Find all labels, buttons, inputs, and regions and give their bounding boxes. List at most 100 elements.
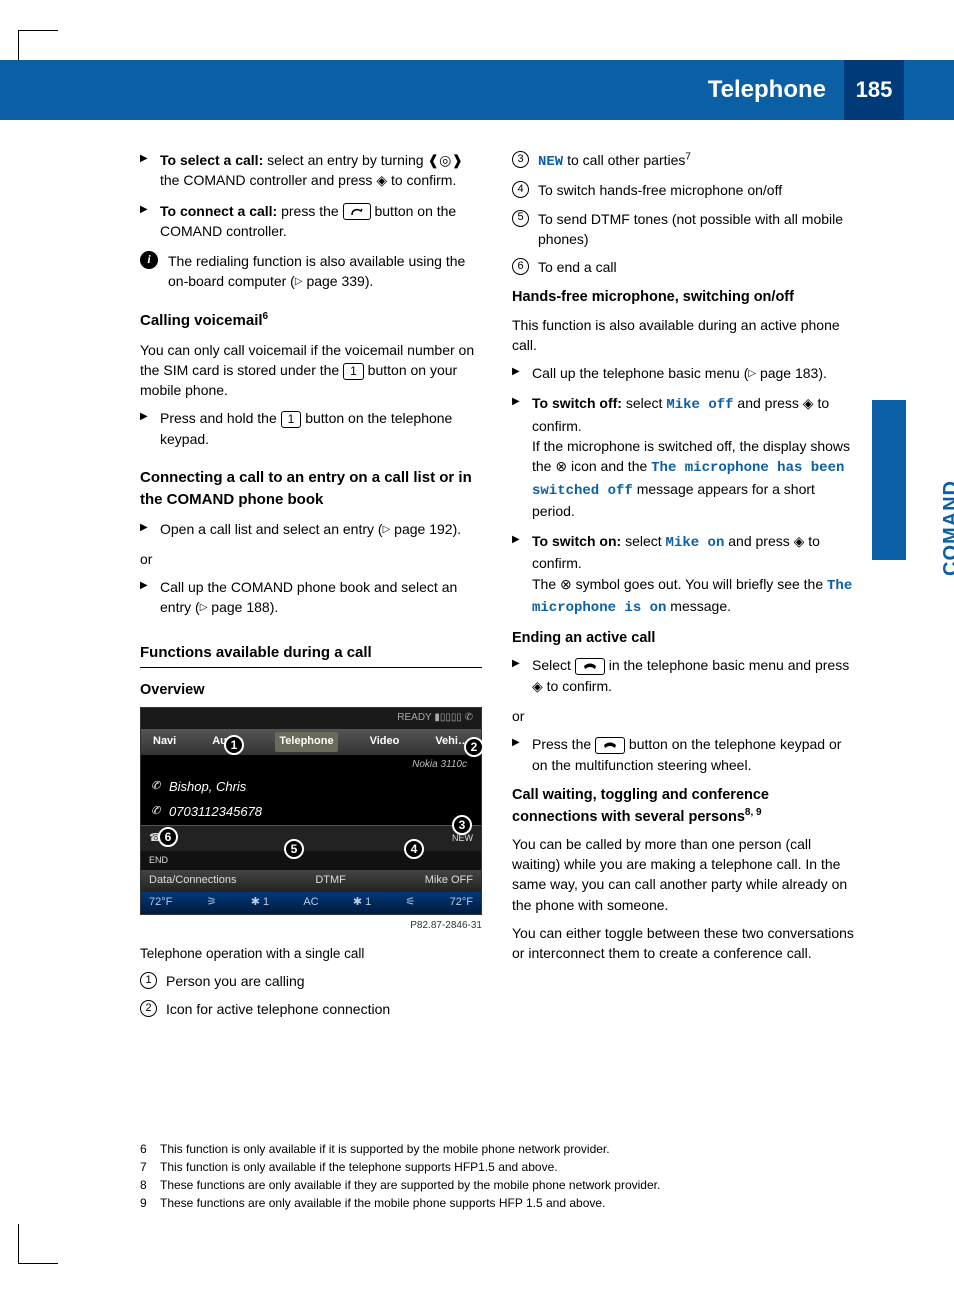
legend-1: 1Person you are calling: [140, 971, 482, 991]
side-tab-label: COMAND: [940, 480, 954, 576]
connect-entry-step1-text: Open a call list and select an entry (: [160, 521, 383, 537]
press-knob-icon: ◈: [803, 395, 814, 411]
voicemail-heading: Calling voicemail6: [140, 310, 482, 332]
connect-call-text: press the: [277, 203, 342, 219]
redial-info-page: page 339: [306, 273, 364, 289]
connect-entry-step2-page: page 188: [211, 599, 269, 615]
ending-call-step1-b: in the telephone basic menu and press: [605, 657, 849, 673]
connect-entry-step1-end: ).: [453, 521, 462, 537]
press-knob-icon: ◈: [794, 533, 805, 549]
pd-bt-device: Nokia 3110c: [412, 758, 467, 773]
switch-on-text: select: [621, 533, 665, 549]
footnote-8: 8These functions are only available if t…: [140, 1178, 854, 1192]
info-icon: i: [140, 251, 158, 269]
legend-2-text: Icon for active telephone connection: [166, 1001, 390, 1017]
legend-6: 6To end a call: [512, 257, 854, 277]
phone-display-figure: READY ▮▯▯▯▯ ✆ Navi Audio Telephone Video…: [140, 707, 482, 915]
pd-caller-name: Bishop, Chris: [169, 778, 246, 797]
left-column: To select a call: select an entry by tur…: [140, 150, 482, 1028]
crossed-mic-icon: ⊗: [560, 576, 572, 592]
switch-off-text2: and press: [734, 395, 803, 411]
switch-on-step: To switch on: select Mike on and press ◈…: [512, 531, 854, 618]
legend-3-text: to call other parties: [563, 152, 685, 168]
hangup-icon: [595, 737, 625, 754]
switch-off-label: To switch off:: [532, 395, 622, 411]
voicemail-step: Press and hold the 1 button on the telep…: [140, 408, 482, 449]
select-call-text3: to confirm.: [387, 172, 456, 188]
page-number: 185: [844, 60, 904, 120]
registration-marks: [18, 30, 58, 1264]
select-call-text: select an entry by turning: [263, 152, 427, 168]
pd-tab-navi: Navi: [149, 732, 180, 752]
handsfree-step1-page: page 183: [760, 365, 818, 381]
legend-4: 4To switch hands-free microphone on/off: [512, 180, 854, 200]
connect-call-step: To connect a call: press the button on t…: [140, 201, 482, 242]
handsfree-step1-end: ).: [818, 365, 827, 381]
mike-on-code: Mike on: [666, 535, 725, 551]
footnote-6-text: This function is only available if it is…: [160, 1142, 610, 1156]
handsfree-step1: Call up the telephone basic menu (▷ page…: [512, 363, 854, 383]
connect-entry-step1-page: page 192: [394, 521, 452, 537]
redial-info: i The redialing function is also availab…: [140, 251, 482, 292]
xref-icon: ▷: [200, 602, 208, 613]
pd-dtmf: DTMF: [315, 873, 346, 889]
voicemail-sup: 6: [263, 311, 269, 322]
header-title: Telephone: [708, 76, 844, 104]
call-waiting-heading: Call waiting, toggling and conference co…: [512, 785, 854, 828]
key-1-icon: 1: [343, 363, 364, 380]
figure-caption: Telephone operation with a single call: [140, 944, 482, 964]
switch-on-p2a: The: [532, 576, 560, 592]
voicemail-step-a: Press and hold the: [160, 410, 281, 426]
call-waiting-p2: You can either toggle between these two …: [512, 923, 854, 964]
connect-entry-step2: Call up the COMAND phone book and select…: [140, 577, 482, 618]
turn-knob-icon: ❰◎❱: [427, 152, 463, 168]
or-separator: or: [512, 706, 854, 726]
overview-heading: Overview: [140, 680, 482, 701]
redial-info-end: ).: [365, 273, 374, 289]
legend-5-text: To send DTMF tones (not possible with al…: [538, 211, 843, 247]
press-knob-icon: ◈: [376, 172, 387, 188]
pd-fan-l: ✱ 1: [251, 895, 269, 911]
pd-temp-r: 72°F: [450, 895, 473, 911]
pd-seat-l: ⚞: [207, 895, 217, 911]
ending-call-step1-c: to confirm.: [543, 678, 612, 694]
xref-icon: ▷: [748, 368, 756, 379]
footnote-6: 6This function is only available if it i…: [140, 1142, 854, 1156]
footnotes: 6This function is only available if it i…: [140, 1142, 854, 1214]
press-knob-icon: ◈: [532, 678, 543, 694]
legend-2: 2Icon for active telephone connection: [140, 999, 482, 1019]
select-call-text2: the COMAND controller and press: [160, 172, 376, 188]
switch-off-step: To switch off: select Mike off and press…: [512, 393, 854, 521]
crossed-mic-icon: ⊗: [555, 458, 567, 474]
ending-call-step2: Press the button on the telephone keypad…: [512, 734, 854, 775]
handsfree-para: This function is also available during a…: [512, 315, 854, 356]
footnote-7-text: This function is only available if the t…: [160, 1160, 558, 1174]
or-separator: or: [140, 549, 482, 569]
pd-seat-r: ⚟: [405, 895, 415, 911]
connect-call-label: To connect a call:: [160, 203, 277, 219]
pd-caller-number: 0703112345678: [169, 803, 262, 822]
pd-end-label: END: [149, 854, 168, 867]
switch-on-text2: and press: [724, 533, 793, 549]
legend-3-code: NEW: [538, 154, 563, 170]
pd-ready: READY ▮▯▯▯▯ ✆: [397, 711, 473, 726]
legend-5: 5To send DTMF tones (not possible with a…: [512, 209, 854, 250]
key-1-icon: 1: [281, 411, 302, 428]
ending-call-step2-a: Press the: [532, 736, 595, 752]
handsfree-heading: Hands-free microphone, switching on/off: [512, 287, 854, 308]
legend-6-text: To end a call: [538, 259, 617, 275]
hangup-icon: [575, 658, 605, 675]
ending-call-step1: Select in the telephone basic menu and p…: [512, 655, 854, 696]
pd-tab-video: Video: [366, 732, 404, 752]
call-waiting-p1: You can be called by more than one perso…: [512, 834, 854, 915]
mike-off-code: Mike off: [666, 397, 733, 413]
xref-icon: ▷: [383, 524, 391, 535]
pd-temp-l: 72°F: [149, 895, 172, 911]
footnote-7: 7This function is only available if the …: [140, 1160, 854, 1174]
pd-person-icon: ✆: [151, 779, 160, 795]
right-column: 3NEW to call other parties7 4To switch h…: [512, 150, 854, 1028]
image-ref: P82.87-2846-31: [140, 919, 482, 934]
footnote-9-text: These functions are only available if th…: [160, 1196, 605, 1210]
legend-1-text: Person you are calling: [166, 973, 305, 989]
xref-icon: ▷: [295, 277, 303, 288]
